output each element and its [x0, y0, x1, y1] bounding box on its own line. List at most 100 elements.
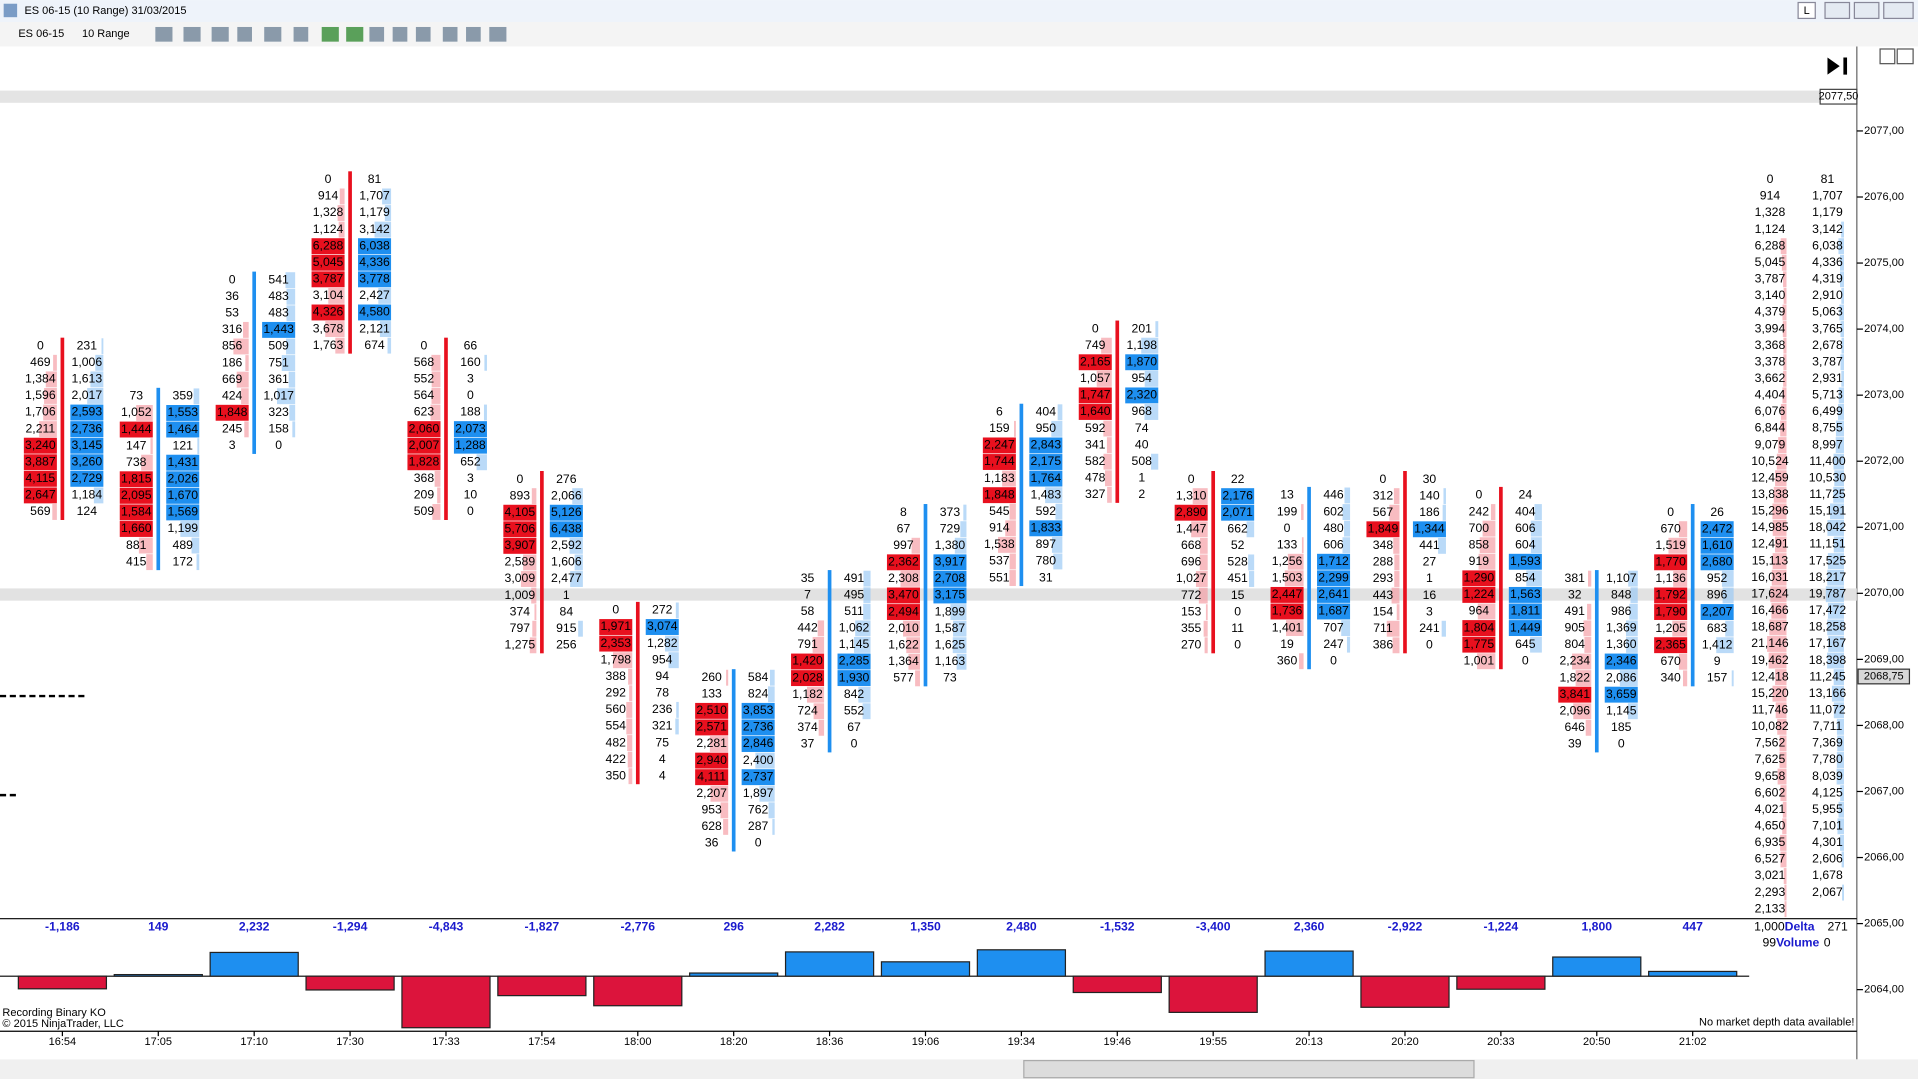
bid-cell-bar — [1389, 504, 1400, 521]
print-icon[interactable] — [392, 26, 408, 42]
bid-volume: 15,113 — [1752, 553, 1789, 567]
bid-cell-bar — [1780, 420, 1787, 437]
ask-volume: 441 — [1419, 538, 1440, 552]
ask-cell-bar — [1441, 620, 1446, 637]
maximize-button[interactable] — [1853, 1, 1880, 20]
price-label: 2067,00 — [1864, 785, 1904, 797]
ask-cell-fill — [1125, 387, 1159, 404]
bid-cell-bar — [431, 354, 441, 371]
ask-cell-fill — [1508, 586, 1542, 603]
link-button[interactable] — [1797, 1, 1816, 20]
bid-volume: 592 — [1085, 421, 1106, 435]
ask-cell-fill — [1317, 553, 1351, 570]
bid-cell-bar — [1572, 653, 1592, 670]
bid-volume: 0 — [1188, 472, 1195, 486]
reload-icon[interactable] — [466, 26, 481, 42]
bid-volume: 374 — [797, 720, 818, 734]
bid-volume: 316 — [222, 322, 243, 336]
close-button[interactable] — [1883, 1, 1914, 20]
ask-volume: 0 — [467, 504, 474, 518]
strategy-icon[interactable] — [237, 26, 252, 42]
ask-cell-bar — [276, 388, 296, 405]
bid-cell-bar — [1014, 420, 1016, 437]
bid-volume: 1,401 — [1272, 620, 1303, 634]
period-selector[interactable]: 10 Range — [82, 28, 130, 40]
bid-volume: 10,082 — [1751, 719, 1789, 733]
properties-icon[interactable] — [415, 26, 431, 42]
draw-icon[interactable] — [183, 26, 201, 42]
bar-body — [1499, 486, 1503, 670]
bid-cell-bar — [1096, 370, 1112, 387]
top-price-box — [1819, 88, 1858, 105]
bid-cell-bar — [710, 785, 729, 802]
ask-cell-bar — [286, 288, 296, 305]
minimize-button[interactable] — [1824, 1, 1851, 20]
bar-type-icon[interactable] — [155, 26, 173, 42]
bid-volume: 3,368 — [1755, 338, 1786, 352]
bid-volume: 1,584 — [121, 505, 152, 519]
ask-volume: 9 — [1714, 654, 1721, 668]
ask-volume: 0 — [755, 836, 762, 850]
ask-cell-bar — [1836, 768, 1844, 785]
bid-volume: 569 — [30, 504, 51, 518]
ask-cell-bar — [1051, 420, 1063, 437]
ask-cell-bar — [1833, 702, 1844, 719]
ask-cell-bar — [768, 802, 775, 819]
bid-cell-bar — [626, 718, 633, 735]
instrument-selector[interactable]: ES 06-15 — [18, 28, 64, 40]
bid-volume: 1,503 — [1272, 571, 1303, 585]
ask-volume: 1,017 — [263, 388, 294, 402]
ask-volume: 73 — [943, 671, 957, 685]
bar-body — [731, 669, 736, 852]
data-box-icon[interactable] — [346, 26, 364, 42]
screenshot-icon[interactable] — [369, 26, 385, 42]
back-icon[interactable] — [442, 26, 458, 42]
ask-cell-fill — [70, 404, 104, 421]
time-label: 19:55 — [1199, 1036, 1227, 1048]
ask-cell-bar — [1534, 504, 1542, 520]
ask-volume: 528 — [1227, 555, 1248, 569]
ask-volume: 2,026 — [167, 471, 198, 485]
ask-volume: 11,245 — [1809, 669, 1846, 683]
bid-cell-bar — [1203, 620, 1208, 637]
ask-cell-bar — [1841, 851, 1844, 868]
monitor-icon[interactable] — [489, 26, 507, 42]
cursor-icon[interactable] — [264, 26, 282, 42]
ask-cell-bar — [1438, 537, 1446, 554]
bid-cell-bar — [1782, 801, 1787, 818]
bid-volume: 6,844 — [1755, 421, 1786, 435]
zoom-icon[interactable] — [293, 26, 309, 42]
recording-status: Recording Binary KO — [2, 1007, 106, 1019]
ask-cell-bar — [1827, 569, 1844, 586]
chart-trader-icon[interactable] — [321, 26, 339, 42]
bid-volume: 964 — [1469, 604, 1490, 618]
bid-volume: 37 — [801, 737, 815, 751]
bid-volume: 567 — [1373, 505, 1394, 519]
bar-body — [635, 601, 640, 785]
ask-volume: 26 — [1710, 505, 1724, 519]
scroll-end-button[interactable] — [1827, 57, 1848, 75]
bid-volume: 312 — [1373, 488, 1394, 502]
ask-volume: 11,725 — [1809, 487, 1846, 501]
ask-cell-bar — [668, 652, 679, 669]
bid-volume: 1,182 — [792, 687, 823, 701]
bid-cell-bar — [813, 703, 825, 720]
ask-volume: 17,167 — [1809, 636, 1847, 650]
scroll-thumb[interactable] — [1023, 1059, 1475, 1079]
ask-volume: 1,811 — [1511, 604, 1541, 618]
bid-cell-bar — [1772, 553, 1787, 570]
bid-cell-bar — [434, 470, 441, 487]
ask-volume: 896 — [1707, 588, 1728, 602]
bid-volume: 2,095 — [121, 488, 152, 502]
ask-cell-bar — [759, 785, 775, 802]
indicator-icon[interactable] — [211, 26, 229, 42]
delta-bar — [1264, 950, 1354, 977]
delta-bar — [1168, 975, 1258, 1013]
axis-menu-button[interactable] — [1879, 48, 1896, 65]
bid-cell-fill — [119, 504, 153, 521]
ask-cell-bar — [1725, 620, 1734, 637]
ask-volume: 10,530 — [1809, 470, 1847, 484]
ask-volume: 483 — [268, 306, 289, 320]
axis-dropdown[interactable] — [1896, 48, 1914, 65]
bid-volume: 2,207 — [696, 786, 727, 800]
